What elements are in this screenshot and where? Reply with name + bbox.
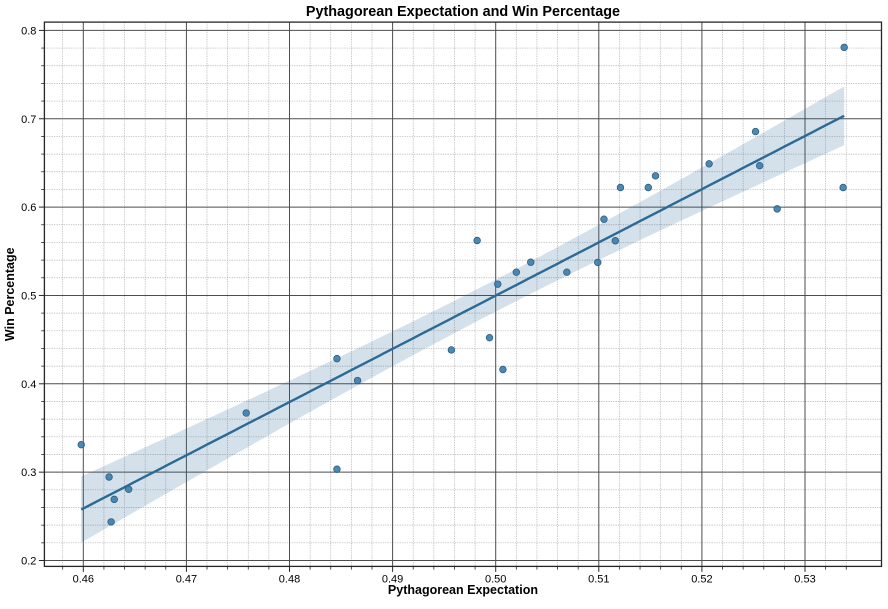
svg-text:0.4: 0.4: [21, 379, 36, 391]
svg-text:0.2: 0.2: [21, 556, 36, 568]
svg-text:Pythagorean Expectation: Pythagorean Expectation: [388, 583, 538, 597]
svg-text:0.7: 0.7: [21, 114, 36, 126]
svg-text:Pythagorean Expectation and Wi: Pythagorean Expectation and Win Percenta…: [306, 4, 620, 20]
svg-text:0.53: 0.53: [794, 573, 815, 585]
svg-text:0.48: 0.48: [279, 573, 300, 585]
svg-text:0.47: 0.47: [176, 573, 197, 585]
svg-text:Win Percentage: Win Percentage: [3, 247, 17, 341]
svg-text:0.51: 0.51: [588, 573, 609, 585]
svg-text:0.6: 0.6: [21, 202, 36, 214]
svg-text:0.52: 0.52: [691, 573, 712, 585]
svg-text:0.5: 0.5: [21, 290, 36, 302]
svg-text:0.3: 0.3: [21, 467, 36, 479]
svg-text:0.46: 0.46: [73, 573, 94, 585]
svg-text:0.8: 0.8: [21, 25, 36, 37]
